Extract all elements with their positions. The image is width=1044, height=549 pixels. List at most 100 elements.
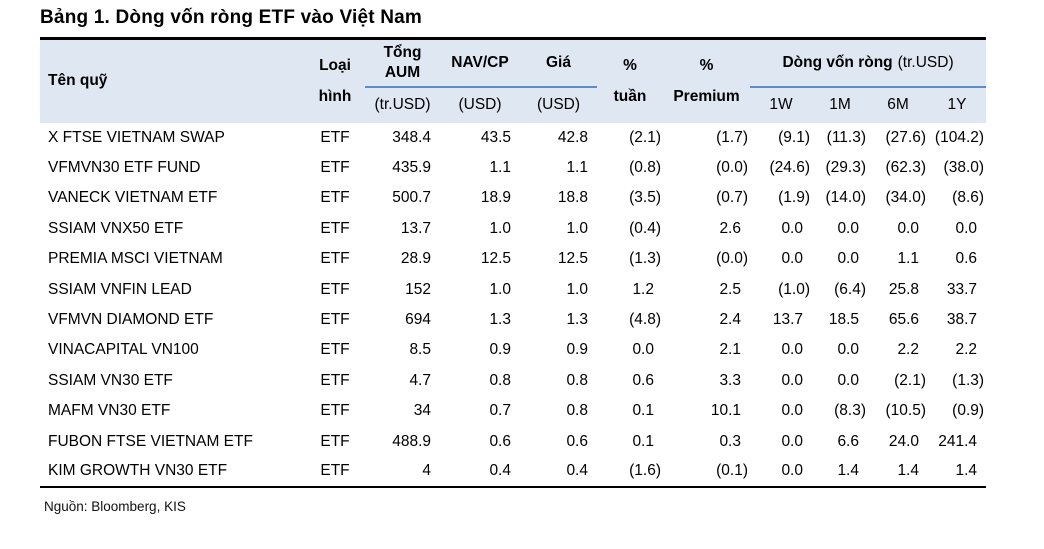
cell-value: 18.5 [828, 311, 859, 329]
cell-value: (38.0) [943, 159, 985, 177]
col-header-nav: NAV/CP [440, 38, 520, 88]
cell-value: 0.0 [837, 219, 859, 237]
cell-value: 2.2 [897, 341, 919, 359]
cell-value: 0.6 [566, 432, 588, 450]
source-note: Nguồn: Bloomberg, KIS [44, 499, 186, 515]
cell-value: 0.7 [489, 402, 511, 420]
cell-value: 28.9 [400, 250, 431, 268]
cell-value: 33.7 [946, 280, 978, 298]
cell-value: (0.7) [716, 189, 748, 207]
cell-value: (4.8) [629, 311, 661, 329]
cell-value: 1.0 [489, 280, 511, 298]
cell-fund-name: VANECK VIETNAM ETF [48, 189, 218, 207]
fund-type-label-line1: Loại [319, 57, 351, 75]
cell-value: 2.5 [719, 280, 741, 298]
unit-label-nav: (USD) [440, 86, 520, 123]
cell-value: (1.3) [629, 250, 661, 268]
col-header-1w: 1W [750, 86, 812, 123]
cell-value: (0.4) [629, 219, 661, 237]
total-aum-label-line1: Tổng [383, 43, 422, 61]
cell-value: 0.6 [955, 250, 978, 268]
cell-value: (2.1) [629, 128, 661, 146]
cell-value: 0.8 [489, 371, 511, 389]
cell-value: 2.6 [719, 219, 741, 237]
table-row: VANECK VIETNAM ETF ETF 500.7 18.9 18.8 (3.5) (… [40, 183, 986, 213]
cell-value: 0.6 [632, 371, 654, 389]
cell-fund-name: SSIAM VNFIN LEAD [48, 280, 192, 298]
header-row-main: Tên quỹ Loại hình Tổng AUM NAV/CP Giá % … [40, 38, 987, 123]
cell-value: 13.7 [772, 311, 803, 329]
cell-value: (3.5) [629, 189, 661, 207]
cell-value: 0.0 [837, 371, 859, 389]
cell-fund-name: X FTSE VIETNAM SWAP [48, 128, 225, 146]
cell-value: 0.9 [489, 341, 511, 359]
cell-value: 65.6 [888, 311, 919, 329]
cell-value: 0.0 [781, 250, 803, 268]
cell-value: (1.3) [952, 371, 985, 389]
cell-fund-type: ETF [320, 462, 350, 480]
cell-value: (0.8) [629, 159, 661, 177]
cell-value: (24.6) [769, 159, 811, 177]
table-row: FUBON FTSE VIETNAM ETF ETF 488.9 0.6 0.6 0.1 0… [40, 426, 986, 456]
cell-value: (10.5) [885, 402, 927, 420]
cell-fund-type: ETF [320, 402, 350, 420]
cell-value: 1.0 [566, 219, 588, 237]
cell-value: (0.0) [716, 159, 748, 177]
premium-label-line2: Premium [673, 88, 740, 106]
cell-value: 2.1 [719, 341, 741, 359]
cell-value: 1.1 [566, 159, 588, 177]
cell-value: (14.0) [825, 189, 867, 207]
col-header-price: Giá [520, 38, 597, 88]
cell-value: 12.5 [557, 250, 588, 268]
table-row: MAFM VN30 ETF ETF 34 0.7 0.8 0.1 10.1 0.0 (8.3) (… [40, 396, 986, 426]
cell-value: (1.6) [629, 462, 661, 480]
cell-value: 10.1 [710, 402, 741, 420]
cell-value: 0.0 [781, 402, 803, 420]
cell-value: 3.3 [719, 371, 741, 389]
cell-value: 0.3 [719, 432, 741, 450]
cell-value: 42.8 [557, 128, 588, 146]
cell-value: 0.0 [781, 341, 803, 359]
cell-value: 1.1 [489, 159, 511, 177]
cell-value: 0.0 [837, 341, 859, 359]
cell-value: (11.3) [826, 128, 866, 146]
cell-fund-type: ETF [320, 341, 350, 359]
table-body: X FTSE VIETNAM SWAP ETF 348.4 43.5 42.8 (2.1)… [40, 123, 986, 488]
table-row: SSIAM VNFIN LEAD ETF 152 1.0 1.0 1.2 2.5 (1.0) (… [40, 274, 986, 304]
cell-value: 1.3 [566, 311, 588, 329]
cell-value: 0.8 [566, 371, 588, 389]
net-flow-group-label: Dòng vốn ròng [782, 53, 893, 71]
cell-value: 0.0 [781, 219, 803, 237]
cell-value: 18.9 [480, 189, 511, 207]
cell-value: 2.4 [719, 311, 741, 329]
unit-label-aum: (tr.USD) [365, 86, 440, 123]
cell-fund-type: ETF [320, 250, 350, 268]
cell-value: (8.3) [834, 402, 866, 420]
cell-value: 38.7 [946, 311, 978, 329]
col-header-total-aum: Tổng AUM [365, 38, 440, 88]
cell-fund-name: FUBON FTSE VIETNAM ETF [48, 432, 253, 450]
cell-fund-name: SSIAM VN30 ETF [48, 371, 173, 389]
cell-value: 0.4 [566, 462, 588, 480]
cell-value: 8.5 [409, 341, 431, 359]
cell-value: 2.2 [955, 341, 978, 359]
cell-value: 43.5 [480, 128, 511, 146]
cell-value: (62.3) [885, 159, 927, 177]
cell-fund-name: MAFM VN30 ETF [48, 402, 171, 420]
cell-value: (0.0) [716, 250, 748, 268]
cell-value: (6.4) [834, 280, 866, 298]
cell-value: 4.7 [409, 371, 431, 389]
cell-value: 0.0 [632, 341, 654, 359]
cell-value: 1.4 [837, 462, 859, 480]
table-row: SSIAM VN30 ETF ETF 4.7 0.8 0.8 0.6 3.3 0.0 0.0 (2… [40, 366, 986, 396]
cell-value: 0.1 [632, 432, 654, 450]
cell-value: 0.0 [955, 219, 978, 237]
cell-fund-name: SSIAM VNX50 ETF [48, 219, 184, 237]
cell-value: 0.0 [781, 462, 803, 480]
cell-fund-type: ETF [320, 219, 350, 237]
cell-value: (1.7) [716, 128, 748, 146]
cell-fund-name: VINACAPITAL VN100 [48, 341, 199, 359]
cell-value: 1.3 [489, 311, 511, 329]
table-row: X FTSE VIETNAM SWAP ETF 348.4 43.5 42.8 (2.1)… [40, 123, 986, 153]
cell-value: (2.1) [894, 371, 926, 389]
